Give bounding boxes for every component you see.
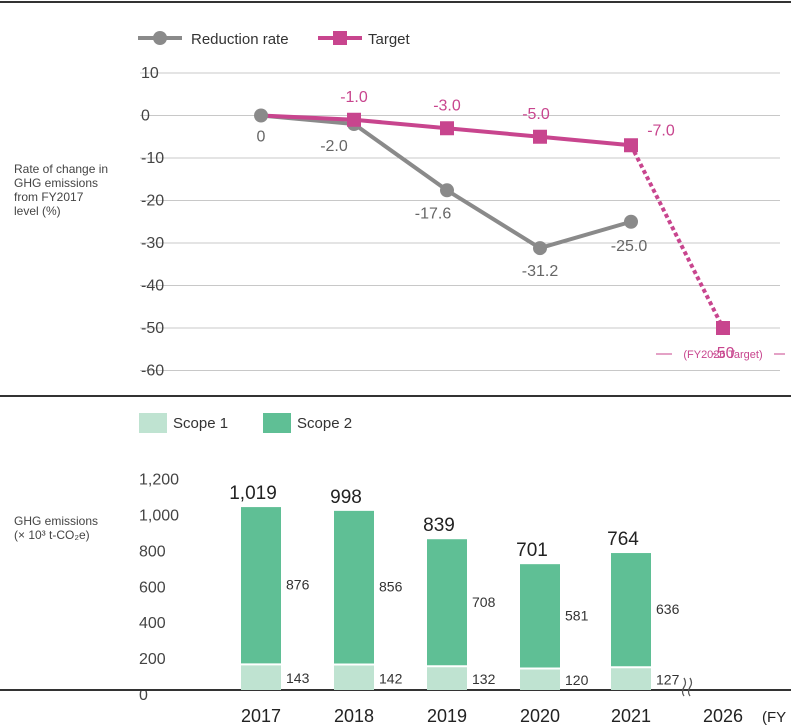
target-data-label: -3.0 [433,97,461,114]
axis-break-mark-1 [681,677,687,697]
legend-target-marker [333,31,347,45]
x-category-label: 2018 [334,706,374,726]
reduction-point [254,108,268,123]
line-chart: 10 0 -10 -20 -30 -40 -50 -60 Reduction rate Targe… [138,31,785,380]
x-category-label: 2021 [611,706,651,726]
scope2-bar [241,507,281,665]
legend-scope1-label: Scope 1 [173,415,228,432]
reduction-data-label: -17.6 [415,205,452,222]
scope2-bar [334,510,374,665]
target-point [716,321,730,335]
scope1-value-label: 142 [379,670,403,686]
scope2-value-label: 856 [379,579,403,595]
line-chart-ylabel: Rate of change in GHG emissions from FY2… [14,162,139,218]
scope1-bar [427,666,467,690]
scope1-bar [334,664,374,690]
scope2-bar [427,539,467,667]
line-ylabel-line-2: GHG emissions [14,176,99,190]
legend-reduction-marker [153,31,167,45]
bar-y-tick-label: 800 [139,543,166,560]
x-category-label: 2017 [241,706,281,726]
bar-chart-ylabel: GHG emissions (× 10³ t-CO₂e) [14,514,139,542]
target-data-label: -50 [711,345,734,362]
reduction-point [533,241,547,256]
total-value-label: 764 [607,529,639,550]
target-point [347,112,361,127]
target-point [440,121,454,136]
total-value-label: 998 [330,487,362,508]
scope1-bar [611,667,651,690]
target-data-label: -5.0 [522,106,550,123]
bar-y-tick-label: 200 [139,651,166,668]
total-value-label: 1,019 [229,483,277,504]
total-value-label: 839 [423,515,455,536]
scope1-value-label: 132 [472,671,496,687]
legend-reduction-label: Reduction rate [191,31,289,48]
reduction-data-label: -25.0 [611,238,648,255]
line-y-tick-label: -40 [141,278,164,295]
reduction-point [440,183,454,198]
line-y-tick-label: -10 [141,150,164,167]
axis-break-mark-2 [687,677,693,697]
line-y-tick-label: 0 [141,108,150,125]
x-axis-unit-label: (FY [762,709,786,726]
target-annotation: (FY2026 Target) [683,349,762,361]
bar-y-tick-label: 1,000 [139,508,179,525]
scope1-bar [241,664,281,690]
target-point [533,129,547,144]
target-line-dotted [629,144,725,329]
legend-scope2-label: Scope 2 [297,415,352,432]
target-data-label: -7.0 [647,122,675,139]
line-y-tick-label: -30 [141,235,164,252]
scope1-value-label: 120 [565,672,589,688]
x-category-label: 2020 [520,706,560,726]
scope2-value-label: 876 [286,577,310,593]
line-ylabel-line-4: level (%) [14,204,61,218]
scope2-value-label: 636 [656,601,680,617]
legend-scope1-swatch [139,413,167,433]
scope2-bar [520,564,560,669]
x-category-label: 2019 [427,706,467,726]
bar-chart: 1,200 1,000 800 600 400 200 0 Scope 1 Scope 2 143… [0,413,791,726]
line-ylabel-line-1: Rate of change in [14,162,109,176]
legend-scope2-swatch [263,413,291,433]
reduction-data-label: 0 [257,129,266,146]
reduction-rate-line [260,113,632,251]
bar-y-tick-label: 400 [139,615,166,632]
reduction-data-label: -2.0 [320,138,348,155]
scope2-bar [611,553,651,668]
x-category-label: 2026 [703,706,743,726]
line-y-tick-label: -60 [141,363,164,380]
bar-y-tick-label: 0 [139,687,148,704]
bar-ylabel-line-1: GHG emissions [14,514,99,528]
scope2-value-label: 708 [472,594,496,610]
bar-ylabel-line-2: (× 10³ t-CO₂e) [14,528,90,542]
scope2-value-label: 581 [565,607,589,623]
scope1-value-label: 143 [286,670,310,686]
reduction-data-label: -31.2 [522,263,559,280]
bar-y-tick-label: 600 [139,579,166,596]
legend-target-label: Target [368,31,411,48]
target-data-label: -1.0 [340,89,368,106]
scope1-value-label: 127 [656,672,680,688]
reduction-point [624,214,638,229]
bar-y-tick-label: 1,200 [139,472,179,489]
line-y-tick-label: 10 [141,65,159,82]
target-point [624,138,638,153]
scope1-bar [520,668,560,690]
line-ylabel-line-3: from FY2017 [14,190,84,204]
line-y-tick-label: -50 [141,320,164,337]
total-value-label: 701 [516,540,548,561]
line-y-tick-label: -20 [141,193,164,210]
